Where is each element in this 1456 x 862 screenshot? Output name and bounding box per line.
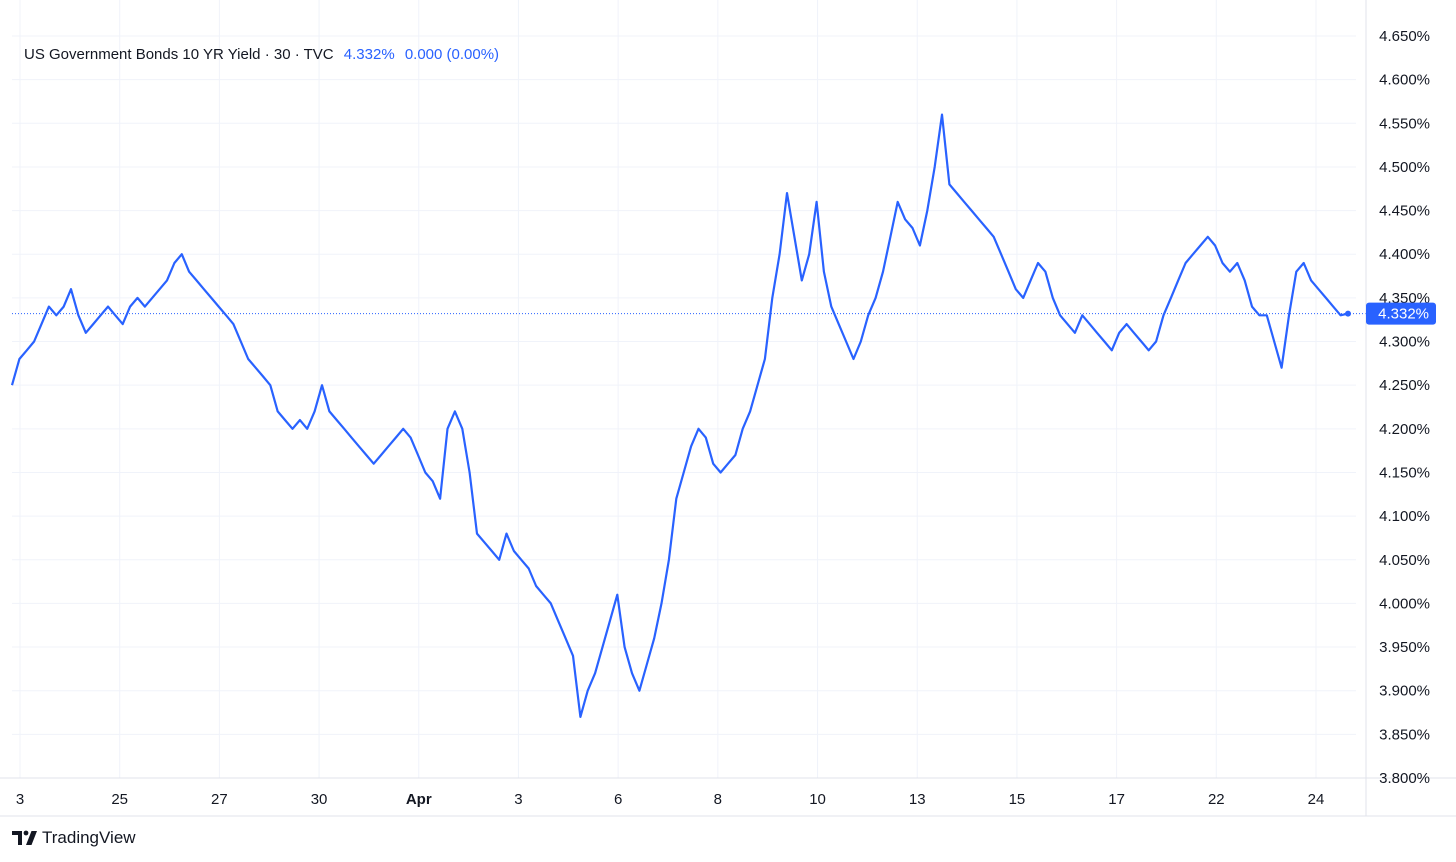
time-tick-label: 27 [211, 791, 228, 808]
price-tick-label: 3.950% [1379, 639, 1430, 656]
price-tick-label: 4.450% [1379, 203, 1430, 220]
tradingview-brand[interactable]: TradingView [12, 828, 136, 848]
time-tick-label: 30 [311, 791, 328, 808]
time-tick-label: 17 [1108, 791, 1125, 808]
time-tick-label: 6 [614, 791, 622, 808]
yield-series-line[interactable] [10, 113, 1349, 718]
chart-gridlines [12, 0, 1356, 779]
time-tick-label: 3 [16, 791, 24, 808]
price-tick-label: 4.600% [1379, 72, 1430, 89]
price-tick-label: 4.300% [1379, 334, 1430, 351]
time-tick-label: Apr [406, 791, 432, 808]
time-tick-label: 24 [1308, 791, 1325, 808]
price-tick-label: 3.850% [1379, 726, 1430, 743]
price-tick-label: 4.150% [1379, 464, 1430, 481]
brand-name: TradingView [42, 828, 136, 847]
tradingview-logo-icon [12, 830, 37, 845]
symbol-title[interactable]: US Government Bonds 10 YR Yield · 30 · T… [24, 46, 334, 63]
price-tick-label: 3.800% [1379, 770, 1430, 787]
time-tick-label: 13 [909, 791, 926, 808]
time-tick-label: 3 [514, 791, 522, 808]
time-tick-label: 15 [1009, 791, 1026, 808]
time-axis-labels: 3 25 27 30 Apr 3 6 8 10 13 15 17 22 24 [16, 791, 1325, 808]
price-tick-label: 3.900% [1379, 683, 1430, 700]
chart-legend: US Government Bonds 10 YR Yield · 30 · T… [24, 46, 499, 63]
time-tick-label: 22 [1208, 791, 1225, 808]
current-price-label-text: 4.332% [1378, 306, 1429, 323]
price-tick-label: 4.650% [1379, 28, 1430, 45]
last-value: 4.332% [343, 46, 395, 63]
last-price-dot [1345, 310, 1351, 317]
time-tick-label: 25 [111, 791, 128, 808]
price-tick-label: 4.400% [1379, 246, 1430, 263]
time-tick-label: 8 [714, 791, 722, 808]
price-tick-label: 4.550% [1379, 115, 1430, 132]
price-tick-label: 4.250% [1379, 377, 1430, 394]
change-value: 0.000 (0.00%) [404, 46, 500, 63]
current-price-label: 4.332% [1366, 302, 1436, 325]
time-tick-label: 10 [809, 791, 826, 808]
price-tick-label: 4.000% [1379, 595, 1430, 612]
price-tick-label: 4.500% [1379, 159, 1430, 176]
price-tick-label: 4.100% [1379, 508, 1430, 525]
price-tick-label: 4.200% [1379, 421, 1430, 438]
price-axis-labels: 4.650%4.600%4.550%4.500%4.450%4.400%4.35… [1379, 28, 1430, 787]
price-tick-label: 4.050% [1379, 552, 1430, 569]
